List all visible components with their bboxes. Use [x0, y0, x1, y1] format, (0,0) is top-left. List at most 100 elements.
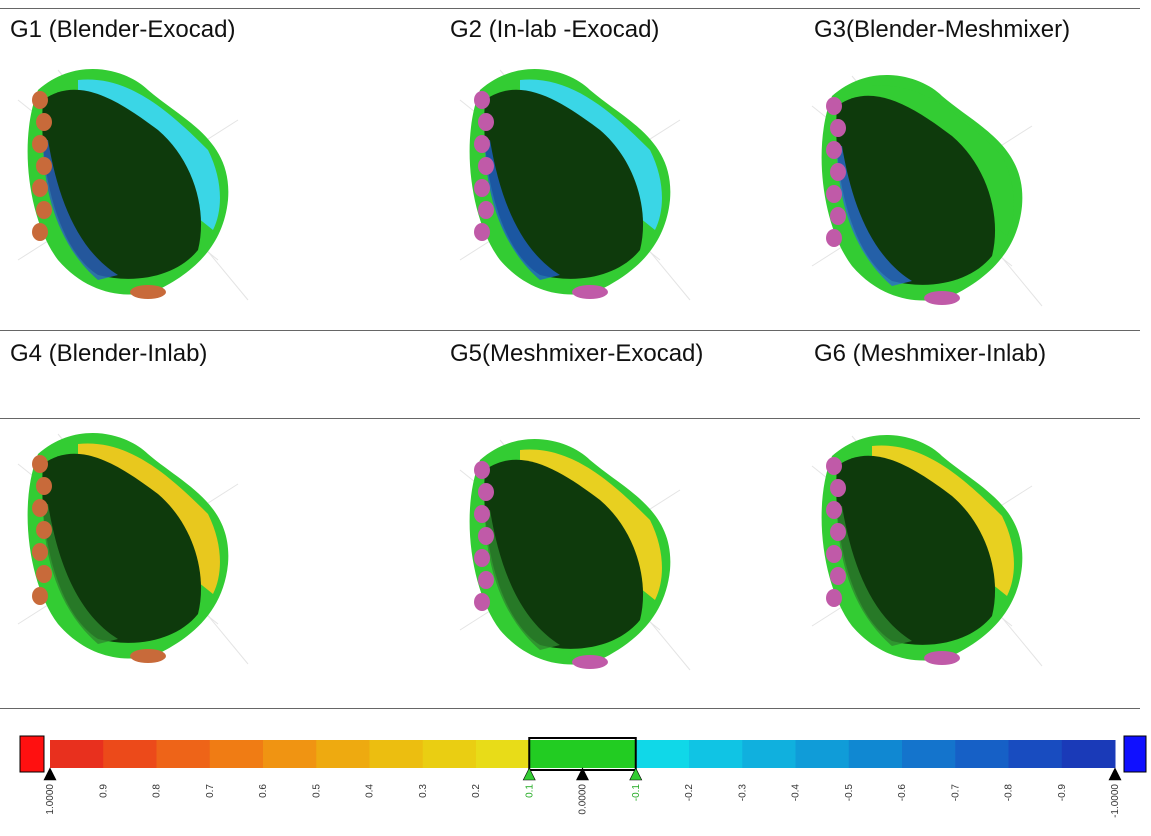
scale-label: -0.1 [631, 784, 642, 802]
spot [36, 157, 52, 175]
scale-segment [1062, 740, 1116, 768]
spot [826, 185, 842, 203]
spot [32, 179, 48, 197]
spot [32, 587, 48, 605]
spot [830, 207, 846, 225]
spot [826, 141, 842, 159]
spot [924, 651, 960, 665]
spot [830, 479, 846, 497]
dental-model [812, 75, 1042, 306]
spot [478, 527, 494, 545]
scale-segment [796, 740, 850, 768]
scale-label: -0.2 [684, 784, 695, 802]
spot [478, 483, 494, 501]
scale-segment [742, 740, 796, 768]
scale-label: 0.2 [471, 784, 482, 798]
scale-segment [955, 740, 1009, 768]
spot [826, 501, 842, 519]
spot [32, 455, 48, 473]
spot [826, 229, 842, 247]
scale-segment [263, 740, 317, 768]
scale-label: -0.7 [950, 784, 961, 802]
spot [474, 135, 490, 153]
spot [130, 285, 166, 299]
scale-label: 0.4 [365, 784, 376, 798]
scale-label: -0.8 [1004, 784, 1015, 802]
spot [826, 545, 842, 563]
spot [36, 113, 52, 131]
scale-label: -0.5 [844, 784, 855, 802]
spot [478, 113, 494, 131]
spot [830, 567, 846, 585]
spot [474, 223, 490, 241]
scale-segment [529, 740, 583, 768]
spot [830, 523, 846, 541]
spot [32, 135, 48, 153]
scale-segment [316, 740, 370, 768]
spot [32, 499, 48, 517]
scale-label: -1.0000 [1110, 784, 1121, 818]
spot [478, 157, 494, 175]
spot [36, 521, 52, 539]
scale-segment [210, 740, 264, 768]
spot [830, 119, 846, 137]
spot [474, 593, 490, 611]
spot [572, 655, 608, 669]
spot [572, 285, 608, 299]
scale-marker [44, 768, 56, 780]
scale-label: -0.6 [897, 784, 908, 802]
scale-label: 0.8 [152, 784, 163, 798]
scale-label: 0.9 [98, 784, 109, 798]
figure: G1 (Blender-Exocad) G2 (In-lab -Exocad) … [0, 0, 1151, 836]
spot [36, 201, 52, 219]
scale-segment [902, 740, 956, 768]
spot [478, 201, 494, 219]
dental-model [18, 433, 248, 664]
scale-segment [849, 740, 903, 768]
scale-label: 1.0000 [45, 784, 56, 815]
spot [36, 477, 52, 495]
scale-segment [636, 740, 690, 768]
spot [474, 505, 490, 523]
scale-marker [1109, 768, 1121, 780]
dental-model [460, 439, 690, 670]
spot [474, 179, 490, 197]
spot [826, 457, 842, 475]
spot [830, 163, 846, 181]
spot [474, 91, 490, 109]
spot [32, 543, 48, 561]
illustrations: 1.0000 0.9 0.8 0.7 0.6 0.5 0.4 0.3 0.2 0.1 0.0000 -… [0, 0, 1151, 836]
dental-model [812, 435, 1042, 666]
spot [924, 291, 960, 305]
scale-segment [1009, 740, 1063, 768]
scale-label: -0.9 [1057, 784, 1068, 802]
scale-segment [583, 740, 637, 768]
spot [474, 461, 490, 479]
scale-segment [689, 740, 743, 768]
end-box [20, 736, 44, 772]
spot [32, 223, 48, 241]
dental-model [460, 69, 690, 300]
scale-label: 0.3 [418, 784, 429, 798]
spot [130, 649, 166, 663]
scale-label: -0.3 [737, 784, 748, 802]
end-box [1124, 736, 1146, 772]
spot [478, 571, 494, 589]
spot [826, 589, 842, 607]
scale-label: 0.6 [258, 784, 269, 798]
scale-segment [423, 740, 477, 768]
spot [36, 565, 52, 583]
scale-segment [157, 740, 211, 768]
scale-label: 0.0000 [578, 784, 589, 815]
scale-segment [50, 740, 104, 768]
scale-segment [370, 740, 424, 768]
scale-segment [476, 740, 530, 768]
spot [32, 91, 48, 109]
scale-label: -0.4 [791, 784, 802, 802]
dental-model [18, 69, 248, 300]
spot [826, 97, 842, 115]
scale-label: 0.5 [311, 784, 322, 798]
spot [474, 549, 490, 567]
scale-label: 0.7 [205, 784, 216, 798]
scale-label: 0.1 [524, 784, 535, 798]
